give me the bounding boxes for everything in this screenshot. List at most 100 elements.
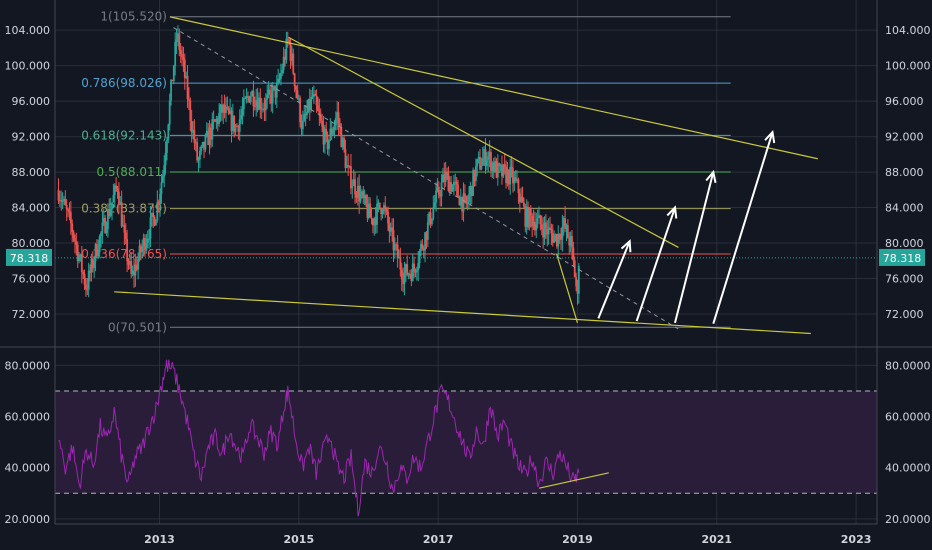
candle-body: [67, 209, 69, 211]
candle-body: [410, 273, 413, 282]
fib-level-label: 0.618(92.143): [81, 128, 167, 142]
rsi-line: [58, 359, 580, 517]
price-candles: [57, 25, 580, 305]
candle-body: [249, 95, 252, 103]
candle-body: [223, 104, 226, 114]
candle-body: [183, 59, 186, 78]
candle-body: [111, 202, 113, 209]
candle-body: [373, 218, 376, 226]
candle-body: [296, 90, 299, 99]
candle-body: [498, 163, 501, 166]
candle-body: [241, 109, 244, 115]
price-y-tick-right: 92.000: [885, 131, 924, 144]
candle-body: [550, 228, 553, 234]
candle-body: [97, 251, 100, 257]
candle-body: [549, 227, 551, 229]
candle-body: [462, 193, 465, 212]
price-y-tick-right: 80.000: [885, 237, 924, 250]
candle-body: [177, 33, 179, 40]
candle-body: [510, 166, 513, 169]
candle-body: [433, 202, 436, 208]
candle-body: [470, 185, 473, 196]
candle-body: [258, 97, 260, 110]
candle-body: [425, 232, 428, 240]
candle-body: [93, 261, 96, 268]
candle-body: [149, 217, 152, 239]
candle-body: [435, 190, 437, 203]
candle-body: [82, 271, 85, 275]
candle-body: [347, 165, 350, 167]
candle-body: [517, 179, 520, 194]
candle-body: [179, 50, 182, 54]
candle-body: [370, 217, 373, 220]
candle-body: [479, 156, 481, 170]
fib-level-label: 0(70.501): [108, 320, 167, 334]
candle-body: [439, 194, 442, 197]
candle-body: [512, 168, 514, 184]
candle-body: [219, 104, 222, 114]
candle-body: [554, 234, 557, 236]
rsi-y-tick-left: 40.0000: [5, 462, 51, 475]
candle-body: [463, 193, 466, 197]
projection-arrow-shaft: [712, 131, 774, 325]
candle-body: [546, 228, 549, 235]
candle-body: [365, 195, 367, 205]
candle-body: [531, 215, 534, 227]
candle-body: [299, 97, 302, 122]
candle-body: [211, 119, 214, 140]
candle-body: [380, 208, 383, 215]
candle-body: [101, 222, 104, 233]
candle-body: [343, 137, 345, 150]
rsi-y-tick-left: 20.0000: [5, 513, 51, 526]
candle-body: [71, 223, 74, 232]
candle-body: [175, 39, 178, 42]
candle-body: [528, 208, 531, 228]
candle-body: [190, 121, 193, 133]
candle-body: [252, 91, 255, 107]
candle-body: [544, 222, 547, 229]
candle-body: [182, 57, 185, 60]
candle-body: [168, 100, 171, 125]
x-tick-label: 2019: [562, 533, 593, 546]
candle-body: [156, 202, 159, 221]
candle-body: [116, 188, 119, 192]
candle-body: [355, 194, 358, 198]
candle-body: [280, 73, 282, 79]
candle-body: [450, 182, 453, 192]
candle-body: [307, 99, 310, 113]
candle-body: [506, 170, 509, 184]
candle-body: [201, 141, 204, 147]
candle-body: [420, 243, 422, 252]
candle-body: [306, 112, 308, 116]
x-tick-label: 2023: [841, 533, 872, 546]
candle-body: [348, 166, 351, 168]
candle-body: [98, 236, 101, 252]
candle-body: [422, 248, 425, 251]
price-y-tick-left: 80.000: [12, 237, 51, 250]
candle-body: [361, 191, 363, 195]
candle-body: [358, 185, 361, 202]
candle-body: [351, 185, 354, 189]
candle-body: [86, 289, 89, 291]
candle-body: [242, 98, 245, 110]
rsi-y-tick-right: 20.0000: [885, 513, 931, 526]
candle-body: [91, 258, 94, 268]
candle-body: [193, 129, 196, 143]
rsi-y-tick-right: 60.0000: [885, 411, 931, 424]
candle-body: [572, 247, 575, 261]
candle-body: [134, 264, 137, 276]
candle-body: [391, 227, 394, 231]
candle-body: [104, 217, 107, 234]
candle-body: [60, 199, 63, 202]
candle-body: [166, 139, 168, 153]
rsi-trendline: [539, 472, 609, 489]
candle-body: [525, 206, 528, 227]
candle-body: [569, 236, 572, 246]
current-price-tag-left: [6, 248, 52, 266]
candle-body: [303, 114, 306, 121]
candle-body: [124, 232, 127, 239]
candle-body: [304, 114, 307, 116]
candle-body: [444, 172, 447, 182]
price-y-tick-right: 72.000: [885, 308, 924, 321]
